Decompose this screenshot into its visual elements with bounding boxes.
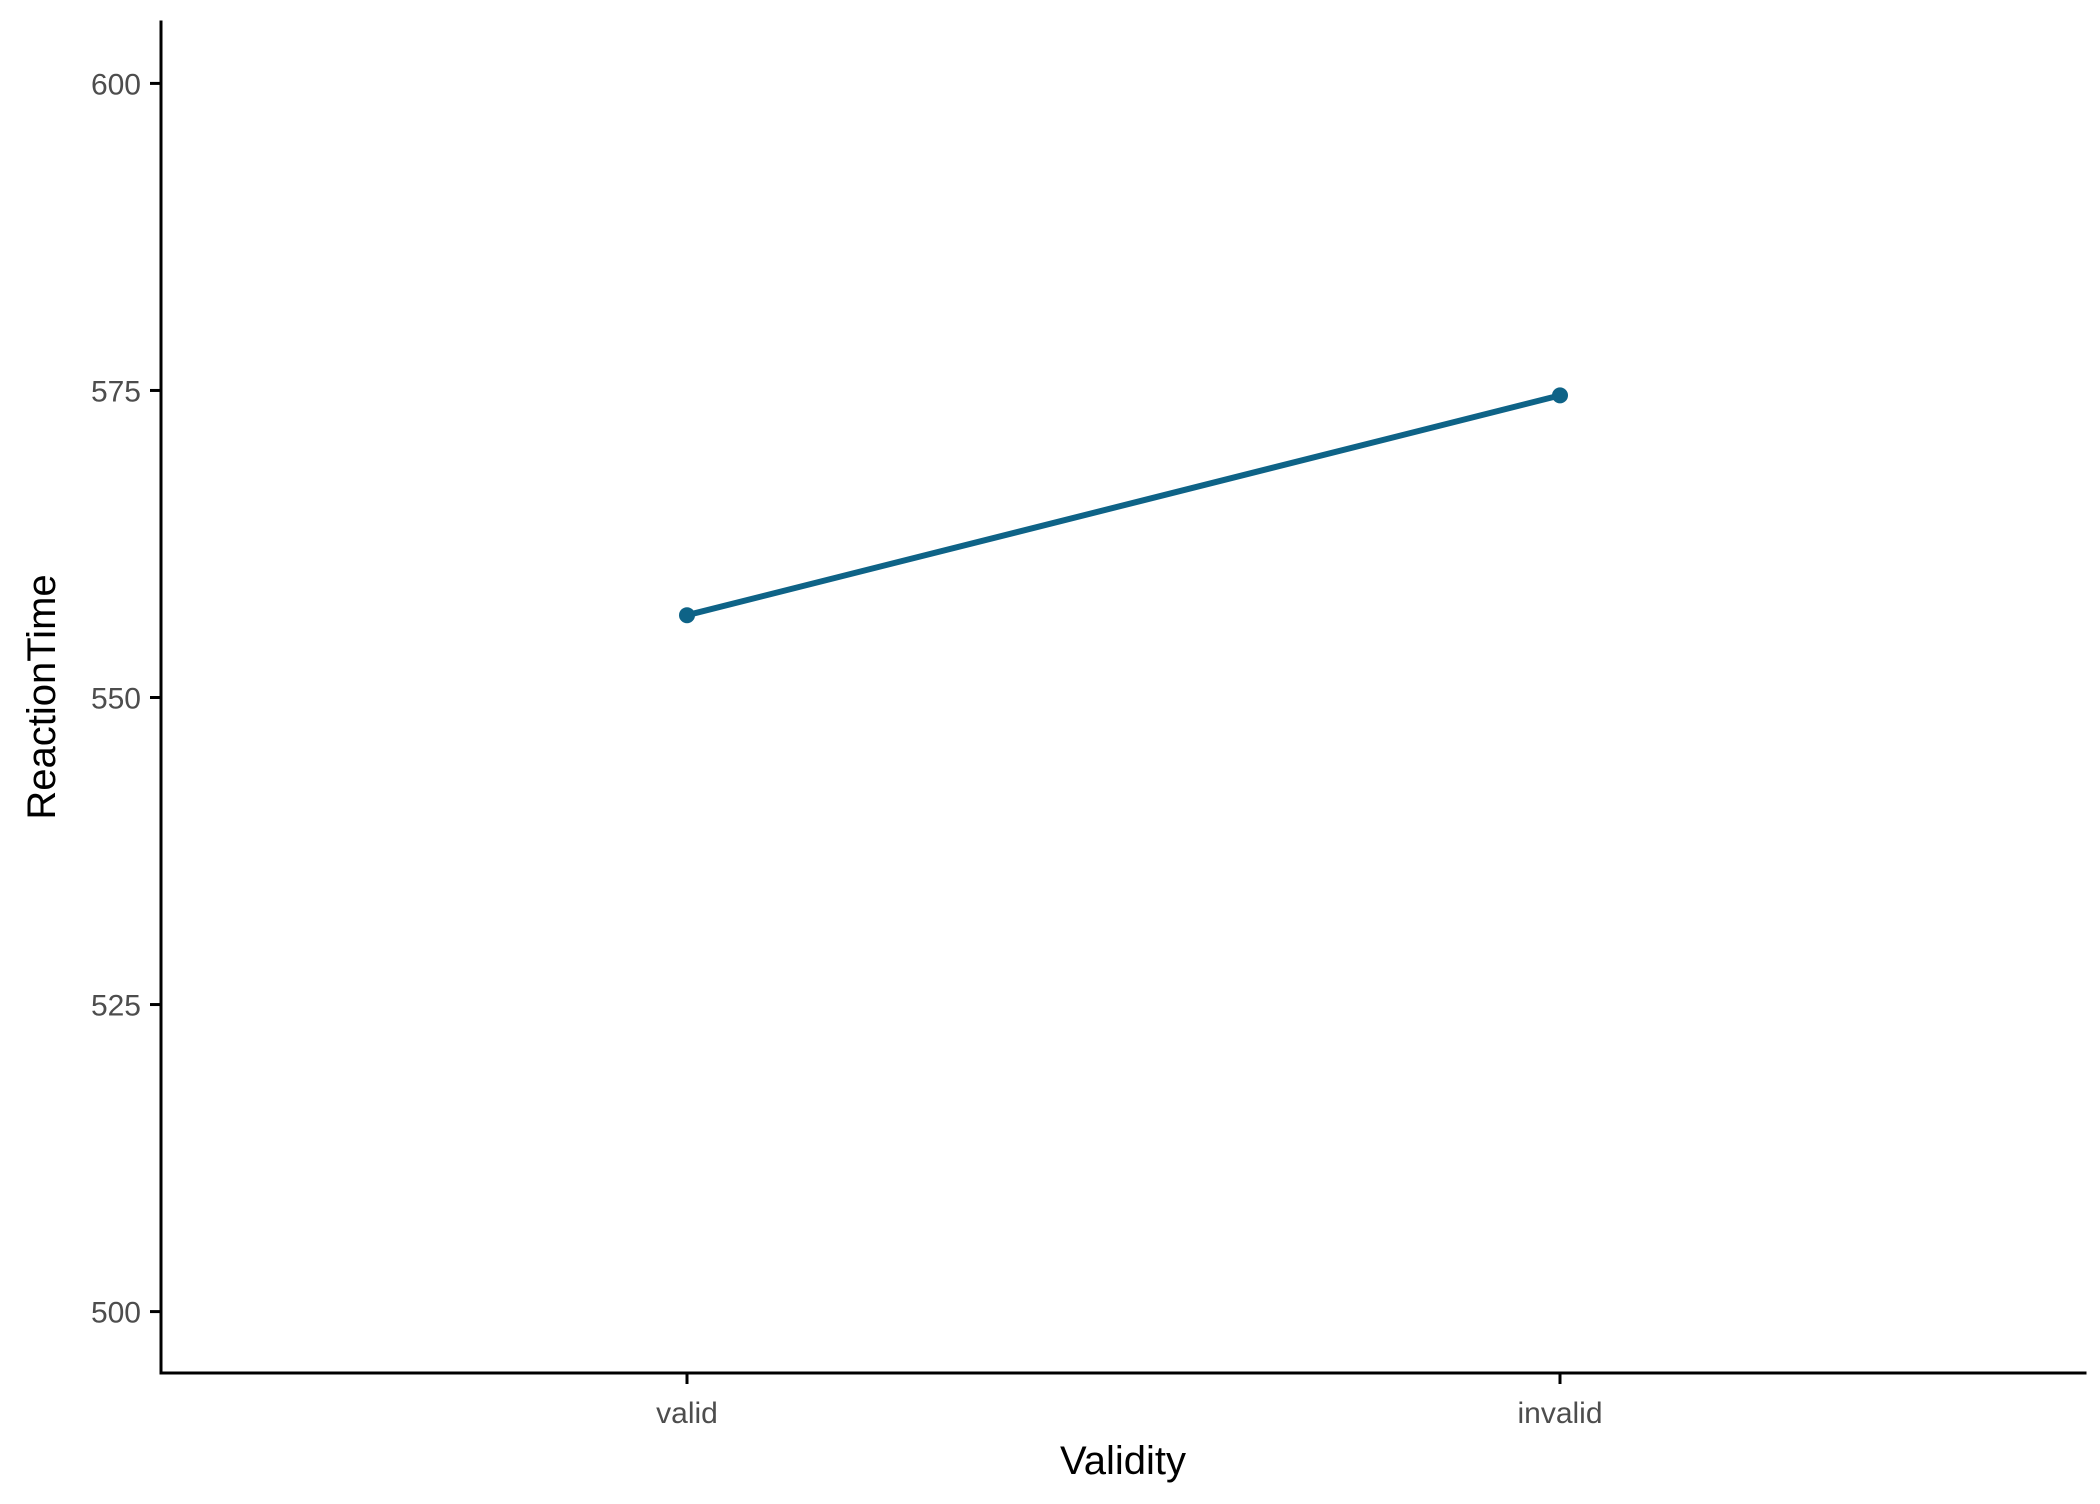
y-tick-label: 500 <box>91 1297 141 1330</box>
x-tick-label: invalid <box>1517 1397 1602 1430</box>
axes <box>159 20 2087 1375</box>
y-tick-label: 600 <box>91 68 141 101</box>
y-tick-label: 525 <box>91 990 141 1023</box>
y-tick-label: 575 <box>91 375 141 408</box>
data-point <box>679 607 695 624</box>
x-axis-title: Validity <box>1060 1439 1186 1483</box>
y-axis-title: ReactionTime <box>20 574 64 819</box>
data-point <box>1552 387 1568 404</box>
x-tick-label: valid <box>656 1397 718 1430</box>
y-tick-label: 550 <box>91 683 141 716</box>
series-line <box>684 392 1563 619</box>
y-axis-ticks: 500 525 550 575 600 <box>91 68 161 1330</box>
series-layer <box>679 387 1568 624</box>
x-axis-ticks: valid invalid <box>656 1373 1603 1430</box>
